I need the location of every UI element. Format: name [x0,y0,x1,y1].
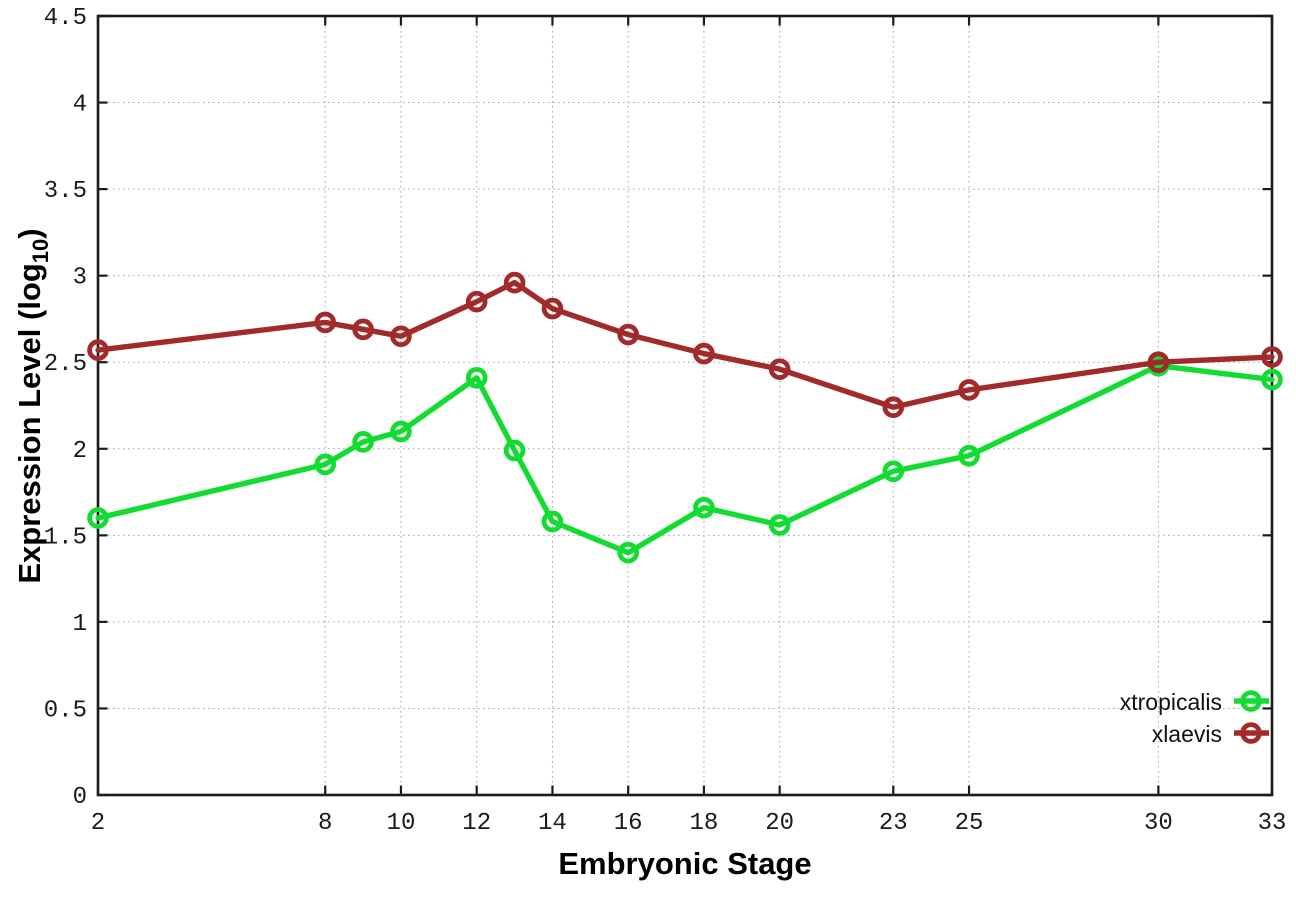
xlaevis-data-point-marker [352,318,374,341]
legend-sample-marker-xlaevis [1240,722,1262,744]
xlaevis-data-point-marker [503,271,526,294]
xtropicalis-data-point-marker [768,514,791,536]
x-tick-label: 20 [765,810,794,837]
y-axis-title-main: Expression Level (log [12,263,47,583]
legend-label-xlaevis: xlaevis [1152,721,1222,747]
legend-label-xtropicalis: xtropicalis [1120,689,1222,715]
y-tick-label: 1.5 [44,524,87,551]
xtropicalis-data-point-marker [882,460,905,483]
plot-border [96,14,1274,797]
legend: xtropicalis xlaevis [1120,689,1269,747]
xlaevis-data-point-marker [390,325,412,348]
xlaevis-data-point-marker [541,297,564,320]
xtropicalis-data-point-marker [693,496,715,519]
y-axis-title-subscript: 10 [28,239,53,263]
xlaevis-data-point-marker [1147,351,1170,374]
y-tick-label: 3.5 [44,178,87,205]
x-tick-label: 12 [462,810,491,837]
y-tick-label: 0 [73,784,87,811]
y-axis-title: Expression Level (log10) [12,228,53,583]
xtropicalis-data-point-marker [541,510,564,533]
x-tick-label: 33 [1258,810,1287,837]
x-tick-label: 30 [1144,810,1173,837]
tick-marks [96,14,1274,797]
x-tick-label: 2 [91,810,105,837]
xtropicalis-data-point-marker [87,507,109,529]
xlaevis-data-point-marker [314,311,337,334]
y-tick-label: 4.5 [44,5,87,32]
y-tick-label: 0.5 [44,697,87,724]
x-tick-label: 10 [387,810,416,837]
xlaevis-data-point-marker [1261,346,1283,368]
xlaevis-data-point-marker [465,290,488,313]
xlaevis-data-point-marker [768,358,791,380]
y-tick-label: 4 [73,92,87,119]
xlaevis-data-point-marker [617,323,639,346]
tick-labels: 2 8 10 12 14 16 18 20 23 25 30 33 0 0.5 1 1.5 2 2.5 3 3.5 4 4… [44,5,1287,837]
y-tick-label: 3 [73,265,87,292]
xtropicalis-data-point-marker [352,431,374,453]
y-axis-title-close: ) [12,228,47,238]
x-tick-label: 23 [879,810,908,837]
xtropicalis-data-point-marker [1261,368,1283,391]
x-tick-label: 8 [318,810,332,837]
xtropicalis-data-point-marker [503,439,526,462]
xtropicalis-data-point-marker [617,541,639,564]
xlaevis-data-point-marker [882,396,905,419]
xtropicalis-data-point-marker [390,420,412,443]
x-tick-label: 25 [955,810,984,837]
xlaevis-line [95,279,1275,410]
x-axis-title: Embryonic Stage [558,846,811,881]
xtropicalis-data-point-marker [465,367,488,389]
y-tick-label: 1 [73,611,87,638]
gridlines [97,15,1273,796]
legend-sample-marker-xtropicalis [1240,690,1262,712]
xlaevis-data-point-marker [87,339,109,361]
y-tick-label: 2.5 [44,351,87,378]
data-series [87,271,1283,564]
y-tick-label: 2 [73,438,87,465]
xtropicalis-line [95,362,1275,556]
x-tick-label: 16 [614,810,643,837]
xtropicalis-data-point-marker [314,453,337,476]
xtropicalis-data-point-marker [958,444,980,467]
xlaevis-data-point-marker [693,342,715,365]
x-tick-label: 14 [538,810,567,837]
x-tick-label: 18 [690,810,719,837]
xlaevis-data-point-marker [958,379,980,401]
